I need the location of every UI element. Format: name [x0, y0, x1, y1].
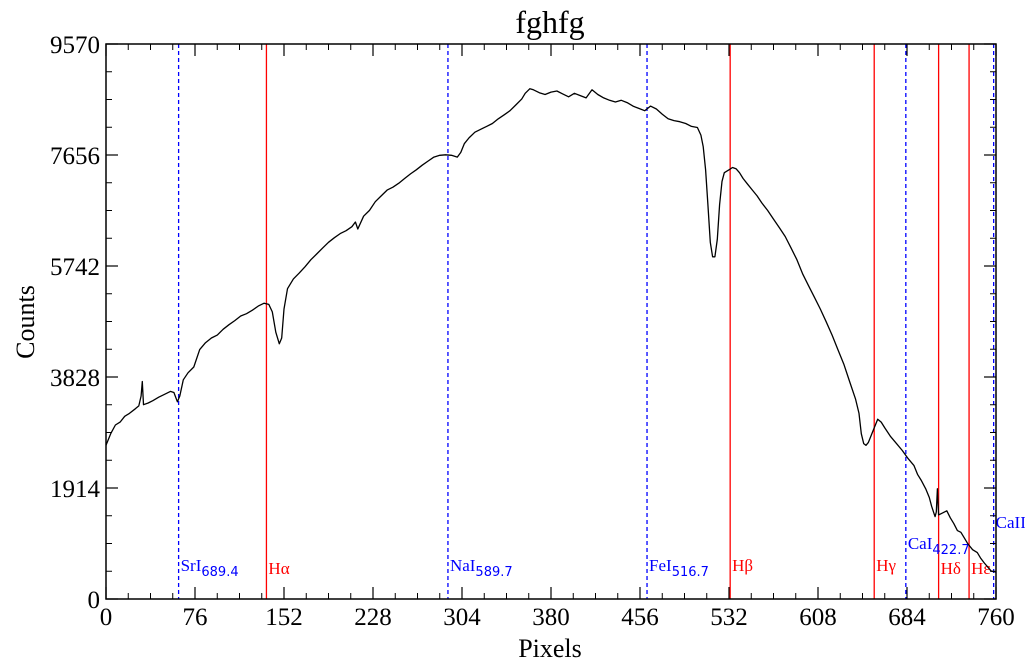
y-tick-label-3: 5742 — [50, 254, 100, 281]
x-tick-label-2: 152 — [265, 604, 303, 631]
x-tick-label-1: 76 — [183, 604, 208, 631]
x-axis-label: Pixels — [518, 634, 582, 663]
x-tick-label-0: 0 — [100, 604, 113, 631]
reference-label-2: NaI589.7 — [450, 556, 513, 580]
y-tick-label-2: 3828 — [50, 365, 100, 392]
y-tick-label-4: 7656 — [50, 143, 100, 170]
reference-label-6: CaI422.7 — [908, 534, 970, 558]
y-axis-label: Counts — [11, 285, 40, 359]
reference-label-0: SrI689.4 — [181, 556, 239, 580]
x-tick-label-8: 608 — [799, 604, 837, 631]
y-tick-label-5: 9570 — [50, 32, 100, 59]
series-line-spectrum — [105, 88, 997, 573]
chart-title: fghfg — [515, 4, 584, 40]
reference-label-3: FeI516.7 — [649, 556, 709, 580]
reference-label-7: Hδ — [941, 559, 961, 578]
x-tick-label-10: 760 — [977, 604, 1015, 631]
series-layer — [105, 88, 997, 573]
x-tick-label-5: 380 — [532, 604, 570, 631]
x-tick-label-9: 684 — [888, 604, 926, 631]
reference-label-4: Hβ — [732, 556, 753, 575]
reference-labels-layer: SrI689.4 Hα NaI589.7 FeI516.7 Hβ Hγ CaI422.7Hδ… — [181, 513, 1025, 580]
y-tick-label-1: 1914 — [50, 476, 101, 503]
reference-label-5: Hγ — [876, 556, 896, 575]
reference-label-9: CaII393.4 — [996, 513, 1025, 537]
plot-frame — [105, 43, 997, 600]
x-tick-label-7: 532 — [710, 604, 748, 631]
reference-lines-layer — [177, 44, 995, 599]
reference-label-1: Hα — [268, 559, 289, 578]
x-tick-label-6: 456 — [621, 604, 659, 631]
axis-ticks-layer: 0 76 152 228 304 380 456 532 608 684 760 0 1914 3828 5… — [50, 32, 1015, 631]
x-tick-label-4: 304 — [443, 604, 481, 631]
reference-label-8: Hε — [971, 559, 990, 578]
x-tick-label-3: 228 — [354, 604, 392, 631]
y-tick-label-0: 0 — [88, 587, 101, 614]
